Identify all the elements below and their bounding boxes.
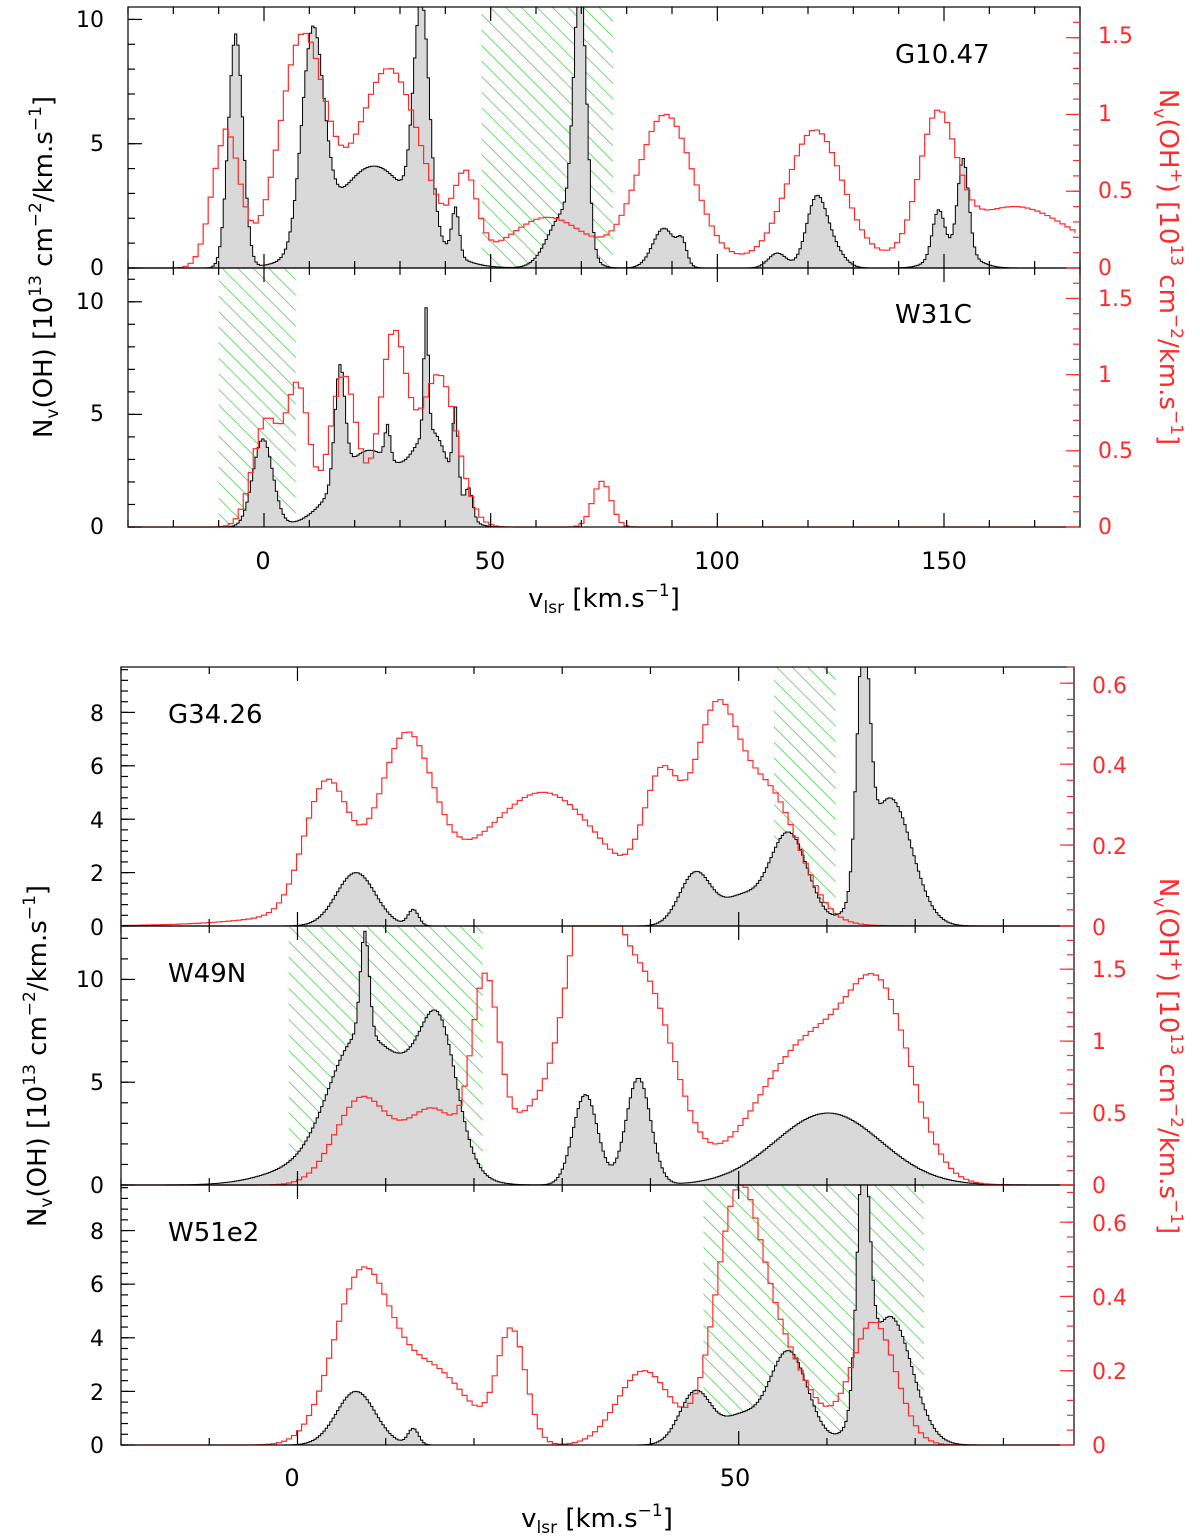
w31c-name: W31C — [895, 300, 972, 330]
bottom-xtick-0: 0 — [284, 1464, 299, 1492]
w49n-left-ticklabels: 0 5 10 — [76, 968, 104, 1199]
g1047-right-ticklabels: 0 0.5 1 1.5 — [1098, 24, 1133, 281]
g3426-ytick-2: 2 — [90, 862, 104, 887]
g1047-rtick-05: 0.5 — [1098, 179, 1133, 204]
w49n-rtick-15: 1.5 — [1092, 958, 1127, 983]
g3426-frame — [120, 666, 1075, 927]
w31c-rtick-0: 0 — [1098, 515, 1112, 540]
w51e2-rtick-06: 0.6 — [1092, 1212, 1127, 1237]
w49n-rtick-0: 0 — [1092, 1174, 1106, 1199]
bottom-ylabel-left: Nv(OH) [1013 cm−2/km.s−1] — [20, 885, 57, 1227]
top-xtick-100: 100 — [694, 547, 740, 575]
panel-g3426: 0 2 4 6 8 0 0.2 0.4 0.6 G34.26 — [90, 666, 1127, 941]
g1047-ohp-line — [128, 32, 1076, 269]
g3426-ohp-line — [121, 699, 1074, 927]
g3426-ytick-4: 4 — [90, 809, 104, 834]
w51e2-ytick-4: 4 — [90, 1327, 104, 1352]
tick-marks — [120, 7, 1081, 1446]
g1047-oh-line — [128, 6, 1080, 269]
w51e2-oh-area — [121, 1185, 1074, 1445]
w51e2-ytick-8: 8 — [90, 1220, 104, 1245]
w49n-oh-area — [121, 931, 1074, 1185]
top-xlabel: vlsr [km.s−1] — [528, 581, 680, 618]
g3426-oh-area — [121, 667, 1074, 926]
bottom-ylabel-right: Nv(OH+) [1013 cm−2/km.s−1] — [1149, 878, 1186, 1234]
w51e2-ytick-0: 0 — [90, 1434, 104, 1459]
w31c-rtick-05: 0.5 — [1098, 439, 1133, 464]
g3426-left-ticklabels: 0 2 4 6 8 — [90, 702, 104, 941]
top-xtick-labels: 0 50 100 150 — [255, 547, 967, 575]
w49n-ytick-0: 0 — [90, 1174, 104, 1199]
w49n-ytick-10: 10 — [76, 968, 104, 993]
g3426-rtick-02: 0.2 — [1092, 835, 1127, 860]
w49n-rtick-05: 0.5 — [1092, 1102, 1127, 1127]
g1047-rtick-15: 1.5 — [1098, 24, 1133, 49]
g1047-rtick-0: 0 — [1098, 256, 1112, 281]
g3426-name: G34.26 — [168, 700, 263, 730]
g3426-ytick-0: 0 — [90, 916, 104, 941]
g3426-ytick-8: 8 — [90, 702, 104, 727]
g1047-left-ticklabels: 0 5 10 — [76, 8, 104, 281]
panel-g1047: 0 5 10 0 0.5 1 1.5 G10.47 — [76, 6, 1133, 281]
w31c-oh-area — [128, 307, 1080, 527]
g3426-rtick-04: 0.4 — [1092, 754, 1127, 779]
w51e2-rtick-02: 0.2 — [1092, 1360, 1127, 1385]
g1047-oh-area — [128, 7, 1080, 268]
g3426-ytick-6: 6 — [90, 755, 104, 780]
g1047-hatch — [481, 7, 614, 268]
top-xtick-0: 0 — [255, 547, 270, 575]
w31c-ytick-0: 0 — [90, 515, 104, 540]
g3426-oh-line — [121, 666, 1074, 927]
w51e2-ohp-line — [121, 1184, 1074, 1446]
w49n-right-ticklabels: 0 0.5 1 1.5 — [1092, 958, 1127, 1199]
bottom-xtick-labels: 0 50 — [284, 1464, 750, 1492]
g1047-ytick-5: 5 — [90, 132, 104, 157]
w51e2-ytick-6: 6 — [90, 1273, 104, 1298]
w51e2-name: W51e2 — [168, 1218, 259, 1248]
bottom-xlabel: vlsr [km.s−1] — [521, 1501, 673, 1538]
panel-w31c: 0 5 10 0 0.5 1 1.5 W31C — [76, 267, 1133, 540]
panel-w49n: 0 5 10 0 0.5 1 1.5 W49N — [76, 925, 1127, 1199]
w49n-rtick-1: 1 — [1092, 1030, 1106, 1055]
w31c-ytick-10: 10 — [76, 290, 104, 315]
bottom-xtick-50: 50 — [720, 1464, 751, 1492]
w49n-ytick-5: 5 — [90, 1071, 104, 1096]
top-figure: 0 5 10 0 0.5 1 1.5 G10.47 0 5 10 — [26, 6, 1186, 618]
w51e2-ytick-2: 2 — [90, 1381, 104, 1406]
w51e2-rtick-04: 0.4 — [1092, 1286, 1127, 1311]
w31c-rtick-1: 1 — [1098, 363, 1112, 388]
w31c-rtick-15: 1.5 — [1098, 287, 1133, 312]
w51e2-oh-line — [121, 1184, 1074, 1446]
top-xtick-50: 50 — [475, 547, 506, 575]
g3426-rtick-0: 0 — [1092, 916, 1106, 941]
top-ylabel-left: Nv(OH) [1013 cm−2/km.s−1] — [26, 96, 63, 438]
w51e2-frame — [120, 1184, 1075, 1446]
w49n-name: W49N — [168, 959, 246, 989]
w31c-ytick-5: 5 — [90, 402, 104, 427]
w49n-oh-line — [121, 930, 1074, 1186]
g1047-ytick-10: 10 — [76, 8, 104, 33]
g1047-name: G10.47 — [895, 40, 990, 70]
g1047-hatch-range-0 — [481, 7, 614, 268]
panel-w51e2: 0 2 4 6 8 0 0.2 0.4 0.6 W51e2 — [90, 1184, 1127, 1459]
g3426-rtick-06: 0.6 — [1092, 674, 1127, 699]
w49n-ohp-line — [121, 925, 1074, 1186]
g1047-rtick-1: 1 — [1098, 102, 1112, 127]
w51e2-rtick-0: 0 — [1092, 1434, 1106, 1459]
top-ylabel-right: Nv(OH+) [1013 cm−2/km.s−1] — [1149, 89, 1186, 445]
w51e2-right-ticklabels: 0 0.2 0.4 0.6 — [1092, 1212, 1127, 1459]
bottom-figure: 0 2 4 6 8 0 0.2 0.4 0.6 G34.26 0 5 — [20, 666, 1186, 1538]
g3426-right-ticklabels: 0 0.2 0.4 0.6 — [1092, 674, 1127, 941]
w51e2-left-ticklabels: 0 2 4 6 8 — [90, 1220, 104, 1459]
g1047-ytick-0: 0 — [90, 256, 104, 281]
w31c-right-ticklabels: 0 0.5 1 1.5 — [1098, 287, 1133, 540]
w31c-frame — [127, 267, 1081, 528]
w31c-left-ticklabels: 0 5 10 — [76, 290, 104, 540]
top-xtick-150: 150 — [921, 547, 967, 575]
